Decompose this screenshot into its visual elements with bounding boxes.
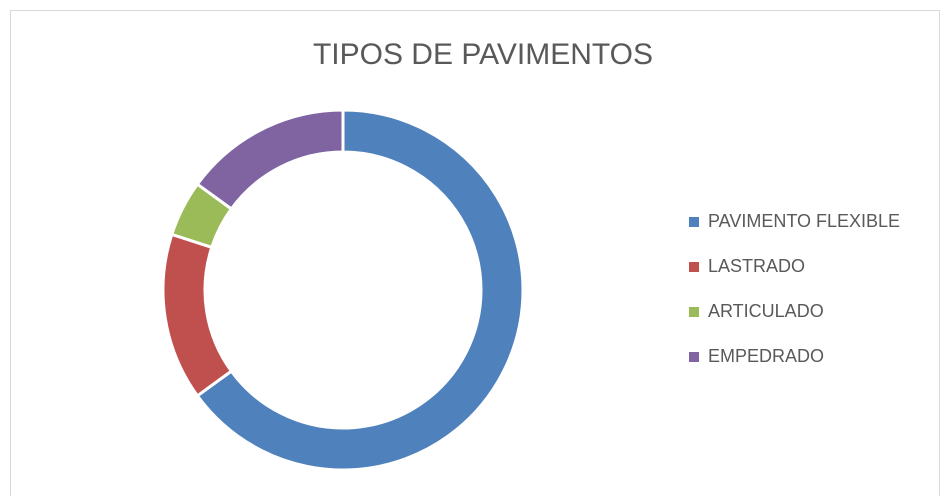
legend-swatch (689, 217, 699, 227)
legend-label: EMPEDRADO (708, 346, 824, 366)
legend-label: LASTRADO (708, 256, 805, 276)
legend-label: ARTICULADO (708, 301, 824, 321)
donut-segment (195, 108, 345, 211)
legend-label: PAVIMENTO FLEXIBLE (708, 211, 900, 231)
legend-swatch (689, 352, 699, 362)
legend-swatch (689, 307, 699, 317)
donut-segment (195, 108, 525, 472)
chart-title: TIPOS DE PAVIMENTOS (313, 38, 653, 71)
legend-swatch (689, 262, 699, 272)
